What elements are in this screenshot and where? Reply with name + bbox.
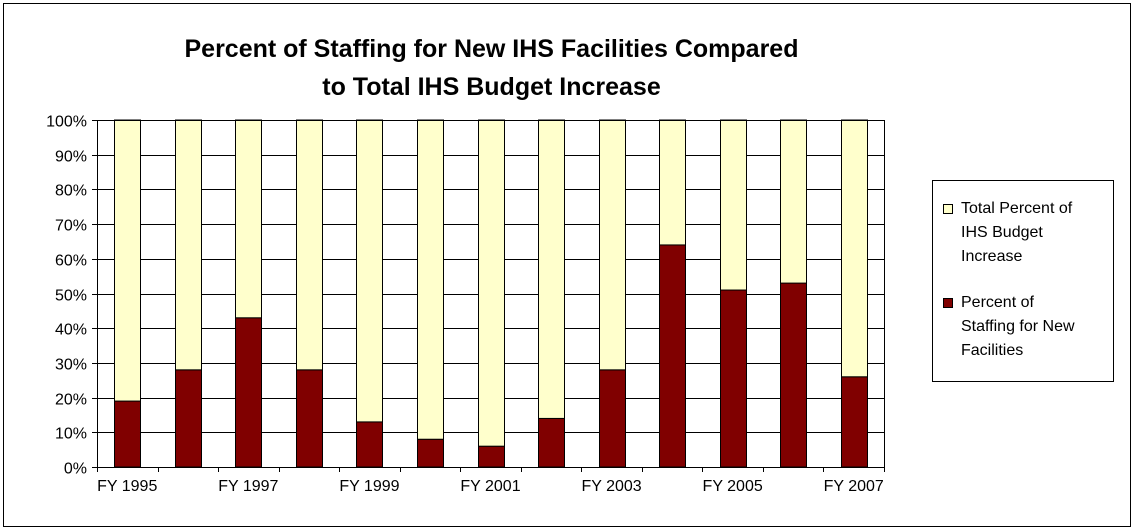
y-tick-label: 90% [55, 149, 87, 166]
legend-label-line: Total Percent of [961, 200, 1073, 217]
bar-segment-staffing [659, 244, 686, 468]
legend-label-total-budget: Total Percent of IHS Budget Increase [961, 197, 1111, 269]
y-tick-label: 100% [46, 114, 87, 131]
x-tick-label: FY 2005 [703, 478, 763, 495]
bar-segment-total-budget [175, 119, 202, 371]
chart-plot: 0% 10% 20% 30% 40% 50% 60% 70% 80% 90% 100% FY 199… [46, 114, 885, 495]
bar-segment-total-budget [841, 119, 868, 378]
y-tick-label: 80% [55, 183, 87, 200]
chart-title-line-2: to Total IHS Budget Increase [322, 73, 661, 101]
legend-label-line: Increase [961, 248, 1023, 265]
x-tick-label: FY 1995 [97, 478, 157, 495]
bar-segment-staffing [417, 438, 444, 468]
x-tick-label: FY 1997 [218, 478, 278, 495]
legend-label-staffing: Percent of Staffing for New Facilities [961, 291, 1111, 363]
bar-segment-staffing [780, 282, 807, 468]
bar-segment-total-budget [235, 119, 262, 319]
bar-segment-total-budget [659, 119, 686, 246]
bar-segment-total-budget [114, 119, 141, 402]
bar-segment-total-budget [296, 119, 323, 371]
bar-segment-staffing [235, 317, 262, 468]
x-tick-label: FY 2001 [460, 478, 520, 495]
bar-segment-total-budget [417, 119, 444, 440]
legend-label-line: IHS Budget [961, 224, 1043, 241]
bar-segment-total-budget [780, 119, 807, 284]
bar-segment-staffing [175, 369, 202, 468]
x-tick-label: FY 1999 [339, 478, 399, 495]
legend: Total Percent of IHS Budget Increase Per… [932, 180, 1114, 382]
bar-segment-total-budget [538, 119, 565, 419]
bar-segment-staffing [478, 445, 505, 468]
y-tick-label: 60% [55, 253, 87, 270]
y-tick-label: 50% [55, 288, 87, 305]
y-tick-label: 40% [55, 322, 87, 339]
chart-title-line-1: Percent of Staffing for New IHS Faciliti… [184, 35, 799, 63]
y-tick-label: 0% [64, 461, 87, 478]
legend-swatch-staffing [943, 298, 953, 308]
bar-segment-staffing [356, 421, 383, 468]
y-tick-label: 70% [55, 218, 87, 235]
bar-segment-staffing [296, 369, 323, 468]
legend-label-line: Percent of [961, 294, 1034, 311]
chart-title: Percent of Staffing for New IHS Faciliti… [4, 30, 979, 106]
bar-segment-staffing [114, 400, 141, 468]
bar-segment-staffing [599, 369, 626, 468]
legend-label-line: Facilities [961, 342, 1024, 359]
bar-segment-staffing [720, 289, 747, 468]
bar-segment-staffing [538, 417, 565, 468]
x-tick-label: FY 2007 [824, 478, 884, 495]
bar-segment-total-budget [720, 119, 747, 291]
chart-area: Percent of Staffing for New IHS Faciliti… [3, 3, 1131, 527]
bar-segment-total-budget [599, 119, 626, 371]
y-tick-label: 30% [55, 357, 87, 374]
bar-segment-total-budget [478, 119, 505, 447]
legend-swatch-total-budget [943, 204, 953, 214]
y-tick-label: 10% [55, 426, 87, 443]
legend-label-line: Staffing for New [961, 318, 1075, 335]
x-tick-label: FY 2003 [581, 478, 641, 495]
y-tick-label: 20% [55, 392, 87, 409]
bar-segment-staffing [841, 376, 868, 468]
bar-segment-total-budget [356, 119, 383, 423]
